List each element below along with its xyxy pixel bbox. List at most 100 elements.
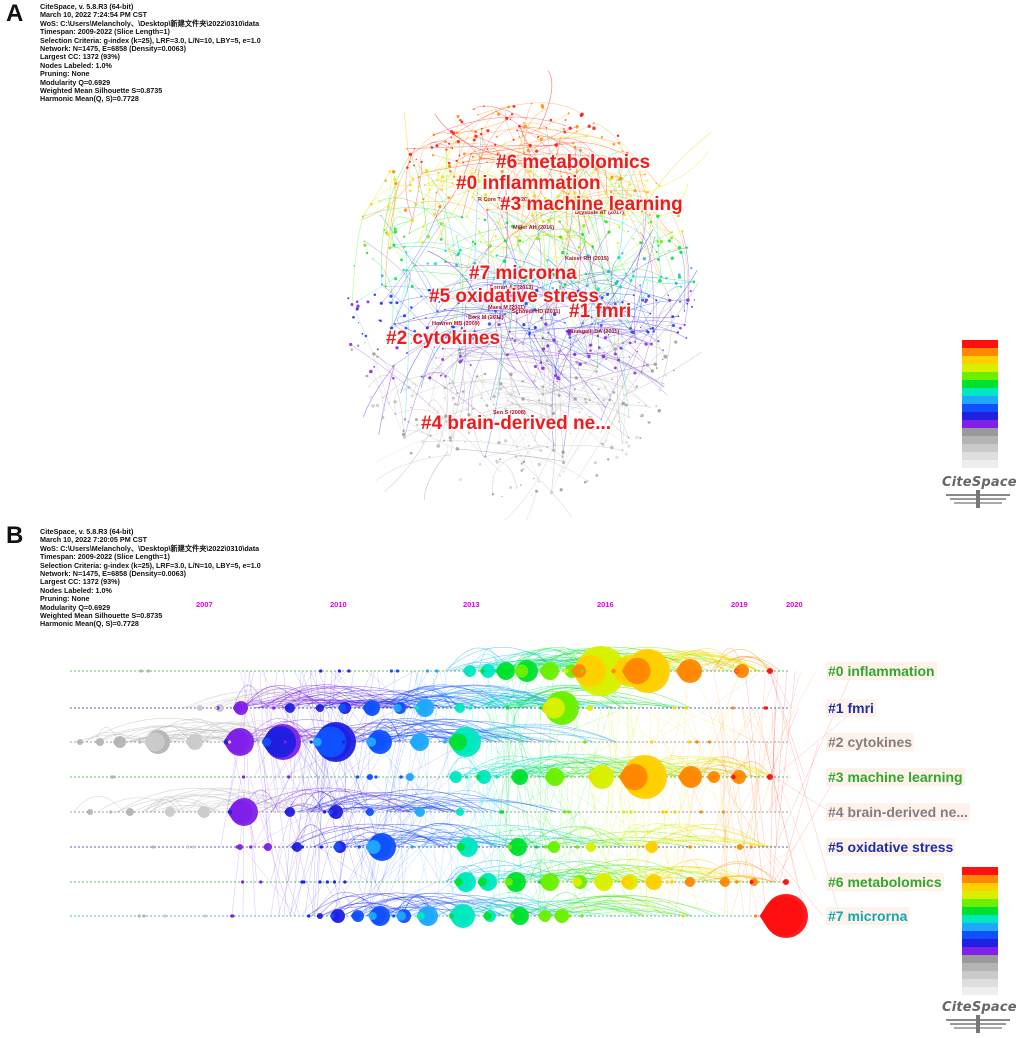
- citation-node: [695, 740, 699, 744]
- network-node: [649, 327, 652, 330]
- year-tick-label: 2013: [463, 600, 480, 609]
- network-node: [457, 300, 461, 304]
- network-node: [429, 434, 432, 437]
- citation-node: [355, 775, 360, 779]
- network-node: [469, 341, 472, 344]
- network-node: [566, 296, 570, 300]
- network-node: [549, 490, 554, 495]
- network-node: [541, 366, 545, 371]
- citation-node: [766, 774, 773, 780]
- citation-node: [619, 755, 667, 799]
- citation-node: [287, 775, 291, 779]
- network-node: [589, 315, 593, 319]
- network-node: [674, 244, 677, 248]
- network-node: [486, 208, 489, 212]
- network-node: [485, 253, 487, 255]
- network-node: [596, 366, 599, 368]
- network-node: [373, 293, 377, 297]
- network-node: [455, 263, 459, 267]
- citation-node: [539, 706, 543, 710]
- citation-node: [731, 706, 735, 710]
- network-node: [559, 474, 562, 477]
- network-node: [634, 198, 636, 200]
- network-node: [577, 246, 581, 249]
- network-node: [533, 334, 536, 337]
- network-node: [627, 436, 630, 439]
- network-node: [430, 146, 434, 149]
- network-node: [556, 380, 559, 383]
- network-node: [487, 322, 492, 326]
- network-node: [597, 160, 600, 162]
- network-node: [595, 370, 598, 373]
- network-edges: [350, 70, 711, 520]
- network-node: [608, 393, 612, 396]
- network-node: [372, 352, 376, 356]
- metadata-line: Largest CC: 1372 (93%): [40, 52, 120, 62]
- citation-node: [284, 703, 295, 713]
- network-node: [420, 295, 423, 298]
- metadata-line: CiteSpace, v. 5.8.R3 (64-bit): [40, 2, 134, 11]
- citation-node: [593, 873, 613, 891]
- network-node: [617, 200, 620, 203]
- network-node: [592, 122, 595, 125]
- network-node: [589, 349, 592, 352]
- network-node: [477, 179, 481, 183]
- network-node: [355, 300, 359, 304]
- legend-swatch: [962, 963, 998, 971]
- citation-node: [699, 810, 703, 814]
- network-node: [539, 449, 543, 452]
- network-node: [497, 206, 499, 209]
- network-node: [407, 420, 410, 423]
- network-node: [584, 480, 587, 484]
- network-node: [552, 448, 556, 453]
- network-node: [593, 461, 597, 465]
- citation-node: [449, 904, 475, 928]
- citation-node: [661, 810, 665, 814]
- network-node: [605, 358, 607, 360]
- network-node: [525, 118, 527, 120]
- network-node: [592, 126, 596, 131]
- network-node: [629, 326, 632, 330]
- network-node: [653, 362, 657, 366]
- network-node: [627, 201, 631, 204]
- network-node: [504, 313, 507, 316]
- network-node: [454, 141, 457, 143]
- network-node: [610, 175, 614, 179]
- network-node: [552, 297, 555, 300]
- citation-node: [342, 740, 346, 744]
- network-node: [502, 154, 505, 157]
- citation-node: [368, 906, 390, 926]
- network-node: [621, 252, 624, 255]
- network-node: [616, 242, 619, 245]
- citation-node: [454, 872, 476, 892]
- network-node: [677, 315, 680, 318]
- network-node: [506, 451, 509, 453]
- citation-node: [227, 798, 258, 826]
- network-node: [441, 358, 445, 361]
- network-node: [545, 127, 548, 129]
- network-node: [399, 211, 401, 213]
- network-node: [432, 133, 436, 137]
- network-node: [541, 385, 545, 388]
- network-node: [499, 297, 501, 300]
- citation-node: [318, 880, 322, 884]
- citation-node: [139, 669, 143, 673]
- network-node: [422, 197, 425, 201]
- panel-a-metadata: CiteSpace, v. 5.8.R3 (64-bit) March 10, 2…: [40, 2, 261, 104]
- citation-node: [362, 700, 380, 716]
- citation-node: [86, 809, 93, 815]
- network-node: [581, 307, 583, 309]
- network-node: [494, 309, 497, 313]
- citespace-logo: CiteSpace: [942, 475, 1017, 511]
- year-axis: 2007 2010 2013 2016 2019 2020: [196, 600, 803, 609]
- network-node: [486, 161, 488, 164]
- network-node: [380, 283, 383, 286]
- citation-node: [688, 845, 692, 849]
- network-node: [560, 175, 563, 178]
- network-node: [498, 387, 503, 391]
- citation-node: [196, 705, 203, 711]
- citation-node: [539, 873, 559, 891]
- network-node: [602, 398, 605, 402]
- network-node: [479, 156, 482, 160]
- network-node: [515, 236, 518, 239]
